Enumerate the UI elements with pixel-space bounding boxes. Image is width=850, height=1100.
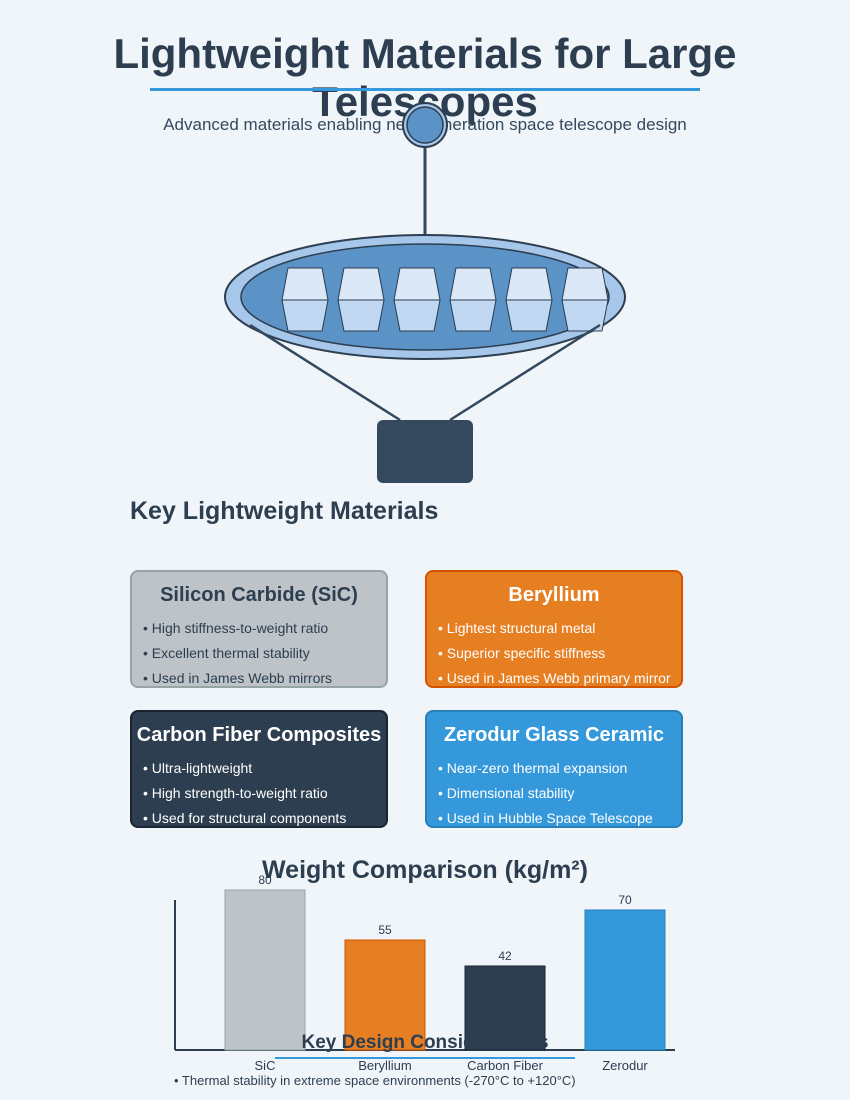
chart-bar [584,909,666,1051]
support-leg-left [249,323,401,422]
mirror-segments [281,267,609,332]
mirror-segment [281,267,329,332]
material-card-title: Silicon Carbide (SiC) [160,584,358,606]
material-point: • Used in James Webb mirrors [143,670,333,686]
design-considerations-list: • Thermal stability in extreme space env… [174,1073,576,1088]
material-point: • Used in James Webb primary mirror [438,670,671,686]
bar-value-label: 70 [618,893,632,907]
material-point: • Superior specific stiffness [438,645,606,661]
x-tick-label: Beryllium [358,1058,411,1073]
material-card-title: Carbon Fiber Composites [136,724,382,746]
material-card-zerodur: Zerodur Glass Ceramic • Near-zero therma… [425,710,683,828]
instrument-module [377,420,473,483]
mirror-segment [393,267,441,332]
material-point: • High stiffness-to-weight ratio [143,620,329,636]
x-tick-label: Zerodur [602,1058,648,1073]
bar-value-label: 80 [258,873,272,887]
material-point: • Used for structural components [143,810,347,826]
x-tick-label: Carbon Fiber [467,1058,544,1073]
material-point: • Dimensional stability [438,785,575,801]
material-point: • Ultra-lightweight [143,760,253,776]
x-tick-label: SiC [255,1058,276,1073]
design-considerations-title: Key Design Considerations [301,1032,549,1053]
material-point: • Lightest structural metal [438,620,596,636]
material-card-beryllium: Beryllium • Lightest structural metal • … [425,570,683,688]
support-leg-right [449,323,601,422]
mirror-segment [505,267,553,332]
mirror-segment [449,267,497,332]
telescope-diagram [224,102,626,483]
design-consideration-item: • Thermal stability in extreme space env… [174,1073,576,1088]
material-card-title: Zerodur Glass Ceramic [443,724,665,746]
secondary-mirror [406,106,444,144]
bar-value-label: 42 [498,949,512,963]
page-title: Lightweight Materials for Large Telescop… [113,30,737,125]
chart-title: Weight Comparison (kg/m²) [262,856,588,884]
chart-bar [464,965,546,1051]
material-point: • Used in Hubble Space Telescope [438,810,653,826]
mirror-segment [337,267,385,332]
material-point: • Excellent thermal stability [143,645,310,661]
material-card-silicon-carbide: Silicon Carbide (SiC) • High stiffness-t… [130,570,388,688]
material-card-carbon-fiber: Carbon Fiber Composites • Ultra-lightwei… [130,710,388,828]
chart-bar [344,939,426,1051]
design-considerations-underline [275,1057,575,1059]
material-point: • High strength-to-weight ratio [143,785,328,801]
bar-value-label: 55 [378,923,392,937]
material-point: • Near-zero thermal expansion [438,760,628,776]
chart-bar [224,889,306,1051]
mirror-segment [561,267,609,332]
materials-section-title: Key Lightweight Materials [130,497,439,525]
material-card-title: Beryllium [508,584,600,606]
title-underline [150,88,700,91]
